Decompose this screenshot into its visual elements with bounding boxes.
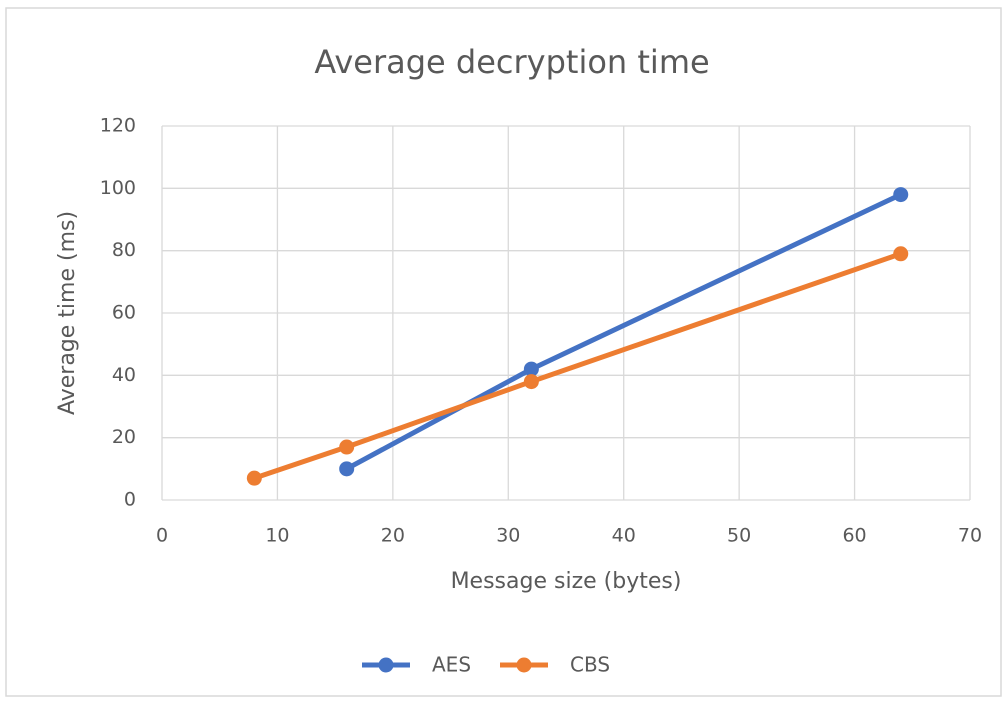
series-line bbox=[251, 251, 904, 481]
chart-title: Average decryption time bbox=[314, 43, 709, 81]
x-tick-label: 70 bbox=[958, 525, 982, 547]
data-point bbox=[893, 187, 909, 203]
data-point bbox=[523, 374, 539, 390]
y-tick-label: 0 bbox=[124, 489, 136, 511]
legend-label: CBS bbox=[570, 653, 610, 677]
x-tick-label: 60 bbox=[842, 525, 866, 547]
y-tick-label: 100 bbox=[100, 177, 136, 199]
x-tick-label: 20 bbox=[381, 525, 405, 547]
x-tick-label: 30 bbox=[496, 525, 520, 547]
y-tick-label: 40 bbox=[112, 364, 136, 386]
x-axis-label: Message size (bytes) bbox=[451, 569, 682, 594]
data-point bbox=[246, 470, 262, 486]
y-tick-label: 120 bbox=[100, 115, 136, 137]
data-point bbox=[523, 361, 539, 377]
y-tick-label: 60 bbox=[112, 302, 136, 324]
chart-border bbox=[5, 7, 1002, 697]
data-point bbox=[893, 246, 909, 262]
data-point bbox=[339, 461, 355, 477]
y-tick-label: 80 bbox=[112, 239, 136, 261]
x-tick-label: 0 bbox=[156, 525, 168, 547]
y-tick-label: 20 bbox=[112, 426, 136, 448]
y-axis-label: Average time (ms) bbox=[55, 211, 80, 415]
legend-marker bbox=[516, 657, 532, 673]
x-tick-label: 40 bbox=[612, 525, 636, 547]
x-tick-label: 10 bbox=[265, 525, 289, 547]
legend-label: AES bbox=[432, 653, 471, 677]
legend-marker bbox=[378, 657, 394, 673]
x-tick-label: 50 bbox=[727, 525, 751, 547]
data-point bbox=[339, 439, 355, 455]
